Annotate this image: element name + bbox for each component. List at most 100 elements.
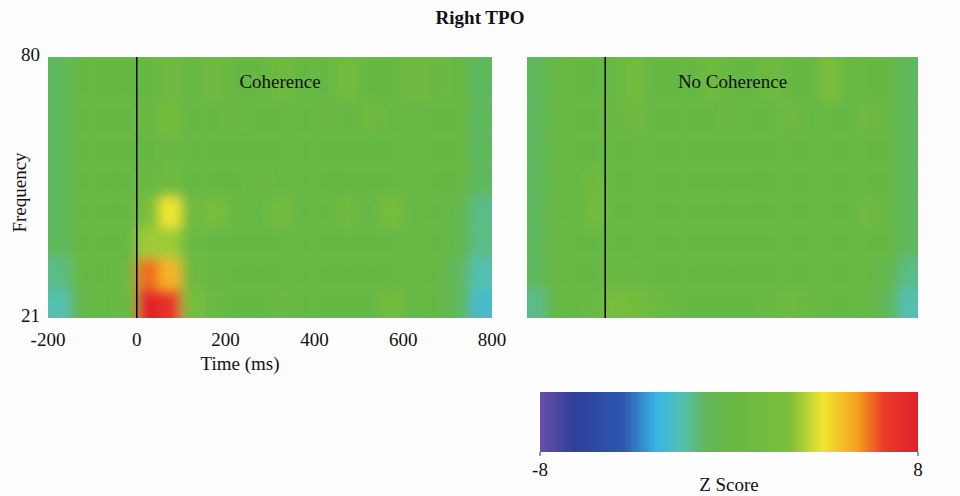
cell: [159, 258, 182, 289]
x-tick-label: 800: [478, 329, 507, 350]
cell: [270, 165, 293, 196]
cell: [448, 289, 471, 318]
cell: [92, 227, 115, 258]
cell: [359, 196, 382, 227]
cell: [625, 289, 645, 318]
cell: [248, 101, 271, 135]
cell: [820, 101, 840, 135]
cell: [48, 289, 71, 318]
cell: [644, 289, 664, 318]
cell: [203, 101, 226, 135]
cell: [314, 101, 337, 135]
cell: [723, 165, 743, 196]
cell: [337, 165, 360, 196]
colorbar-tick: [540, 452, 541, 456]
plot-area: [48, 57, 492, 318]
cell: [70, 289, 93, 318]
cell: [470, 258, 492, 289]
cell: [605, 258, 625, 289]
cell: [270, 289, 293, 318]
x-tick-label: 400: [300, 329, 329, 350]
cell: [586, 258, 606, 289]
cell: [762, 165, 782, 196]
panel-title: Coherence: [239, 71, 320, 92]
colorbar-tick-label: -8: [532, 459, 548, 480]
cell: [859, 101, 879, 135]
cell: [547, 258, 567, 289]
cell: [181, 258, 204, 289]
cell: [547, 101, 567, 135]
heatmap: [48, 57, 492, 318]
cell: [586, 165, 606, 196]
chart: Right TPOCoherence-20002004006008002180T…: [0, 0, 960, 496]
cell: [781, 165, 801, 196]
heatmap: [527, 57, 918, 318]
cell: [781, 258, 801, 289]
cell: [270, 227, 293, 258]
cell: [292, 134, 315, 165]
cell: [359, 227, 382, 258]
cell: [314, 227, 337, 258]
cell: [92, 101, 115, 135]
cell: [115, 227, 138, 258]
cell: [270, 258, 293, 289]
cell: [527, 196, 547, 227]
colorbar-label: Z Score: [699, 474, 759, 495]
cell: [898, 57, 918, 102]
cell: [820, 134, 840, 165]
cell: [898, 134, 918, 165]
cell: [425, 101, 448, 135]
cell: [425, 57, 448, 102]
cell: [337, 289, 360, 318]
cell: [683, 196, 703, 227]
cell: [70, 57, 93, 102]
cell: [840, 134, 860, 165]
cell: [92, 57, 115, 102]
cell: [644, 227, 664, 258]
colorbar-tick: [918, 452, 919, 456]
cell: [703, 227, 723, 258]
y-tick-label: 21: [21, 305, 40, 326]
cell: [203, 258, 226, 289]
cell: [381, 289, 404, 318]
cell: [337, 57, 360, 102]
cell: [723, 196, 743, 227]
cell: [801, 289, 821, 318]
cell: [859, 227, 879, 258]
cell: [448, 134, 471, 165]
cell: [801, 101, 821, 135]
cell: [359, 57, 382, 102]
x-tick-label: 0: [132, 329, 142, 350]
cell: [586, 134, 606, 165]
cell: [270, 134, 293, 165]
cell: [605, 227, 625, 258]
cell: [70, 165, 93, 196]
cell: [226, 101, 249, 135]
cell: [742, 227, 762, 258]
cell: [248, 196, 271, 227]
cell: [859, 165, 879, 196]
cell: [762, 134, 782, 165]
cell: [248, 289, 271, 318]
cell: [605, 101, 625, 135]
cell: [801, 57, 821, 102]
cell: [203, 289, 226, 318]
cell: [70, 101, 93, 135]
cell: [898, 258, 918, 289]
cell: [840, 57, 860, 102]
cell: [879, 165, 899, 196]
cell: [840, 165, 860, 196]
cell: [137, 165, 160, 196]
cell: [181, 57, 204, 102]
cell: [337, 196, 360, 227]
y-tick-label: 80: [21, 44, 40, 65]
cell: [381, 134, 404, 165]
cell: [527, 57, 547, 102]
cell: [137, 227, 160, 258]
cell: [820, 57, 840, 102]
cell: [703, 196, 723, 227]
cell: [723, 258, 743, 289]
cell: [137, 134, 160, 165]
cell: [470, 57, 492, 102]
cell: [137, 101, 160, 135]
